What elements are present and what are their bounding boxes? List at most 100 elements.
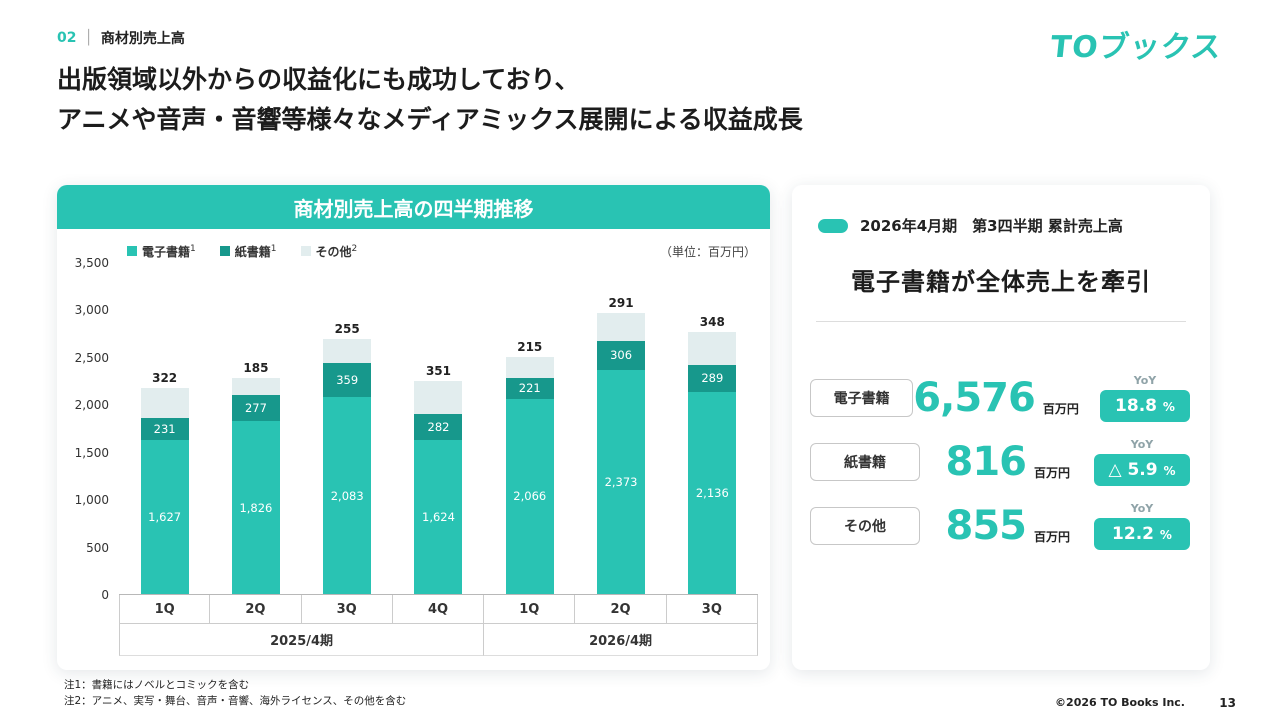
chart-title: 商材別売上高の四半期推移: [57, 185, 770, 229]
paper-yoy-badge: △ 5.9 %: [1094, 454, 1190, 486]
quarter-label-2: 2Q: [210, 595, 302, 624]
y-axis: 3,500 3,000 2,500 2,000 1,500 1,000 500 0: [67, 256, 119, 602]
paper-yoy: YoY △ 5.9 %: [1094, 438, 1190, 486]
unit-label: （単位：百万円）: [659, 244, 756, 259]
summary-row-paper: 紙書籍 816 百万円 YoY △ 5.9 %: [810, 438, 1190, 486]
y-tick-label: 0: [101, 588, 109, 602]
bar-segment-value-label: 277: [244, 401, 267, 416]
headline-line-1: 出版領域以外からの収益化にも成功しており、: [57, 65, 580, 94]
other-sales-value: 855: [945, 503, 1028, 549]
ebook-yoy: YoY 18.8 %: [1099, 374, 1190, 422]
chart-card: 商材別売上高の四半期推移 電子書籍1 紙書籍1 その他2 （単位：百万円） 3,50…: [57, 185, 770, 670]
other-yoy: YoY 12.2 %: [1094, 502, 1190, 550]
x-axis: 1Q 2Q 3Q 4Q 1Q 2Q 3Q 2025/4期 2026/4期: [67, 595, 758, 656]
bar-segment-paper: 359: [323, 363, 372, 398]
bar-segment-other: [597, 313, 646, 341]
y-tick-label: 3,500: [74, 256, 109, 270]
ebook-sales-unit: 百万円: [1042, 402, 1079, 416]
ebook-yoy-label: YoY: [1133, 374, 1157, 387]
fiscal-year-label-1: 2025/4期: [119, 624, 485, 656]
quarter-label-3: 3Q: [301, 595, 393, 624]
legend-swatch-icon: [219, 246, 230, 256]
bar-segment-other: [140, 387, 189, 419]
bar-segment-value-label: 289: [701, 371, 724, 386]
bar-segment-paper: 289: [688, 364, 737, 392]
fiscal-year-label-2: 2026/4期: [484, 624, 758, 656]
bar-other-value-label: 255: [334, 321, 360, 336]
y-tick-label: 2,000: [74, 398, 109, 413]
bar-column-4: 351 282 1,624: [393, 263, 484, 594]
x-axis-rows: 1Q 2Q 3Q 4Q 1Q 2Q 3Q 2025/4期 2026/4期: [119, 595, 758, 656]
bar-segment-ebook: 2,066: [505, 398, 554, 594]
legend-swatch-icon: [127, 246, 137, 256]
section-title: 商材別売上高: [100, 31, 185, 47]
bar-segment-ebook: 2,373: [597, 369, 646, 594]
bar-segment-other: [688, 331, 737, 365]
bar-segment-value-label: 306: [610, 348, 633, 363]
bar-segment-value-label: 282: [427, 420, 450, 435]
bar-segment-ebook: 1,826: [231, 421, 280, 594]
bar-segment-value-label: 2,136: [695, 486, 729, 500]
chart-area: 3,500 3,000 2,500 2,000 1,500 1,000 500 0 322 23…: [67, 256, 758, 602]
y-tick-label: 3,000: [74, 303, 109, 318]
other-yoy-value: 12.2: [1112, 524, 1154, 544]
quarter-label-5: 1Q: [484, 595, 576, 624]
footnote-2: 注2：アニメ、実写・舞台、音声・音響、海外ライセンス、その他を含む: [64, 694, 407, 707]
summary-row-other: その他 855 百万円 YoY 12.2 %: [810, 502, 1190, 550]
bar-column-3: 255 359 2,083: [302, 263, 393, 594]
category-label-other: その他: [810, 507, 920, 545]
bar-segment-value-label: 1,826: [239, 500, 273, 515]
chart-legend: 電子書籍1 紙書籍1 その他2 （単位：百万円）: [127, 241, 756, 261]
paper-yoy-value: △ 5.9: [1108, 460, 1158, 480]
bar-other-value-label: 185: [243, 360, 269, 375]
bar-other-value-label: 351: [425, 363, 452, 378]
category-label-ebook: 電子書籍: [810, 379, 914, 417]
y-tick-label: 500: [86, 540, 109, 555]
ebook-yoy-value: 18.8: [1115, 396, 1157, 416]
bar-column-7: 348 289 2,136: [667, 263, 758, 594]
headline-line-2: アニメや音声・音響等様々なメディアミックス展開による収益成長: [57, 105, 803, 134]
ebook-sales-value: 6,576: [913, 375, 1036, 421]
bar-other-value-label: 215: [517, 340, 543, 355]
bar-other-value-label: 348: [699, 314, 725, 329]
bar-segment-paper: 306: [597, 340, 646, 370]
legend-item-2: 紙書籍1: [219, 243, 277, 260]
bar-other-value-label: 322: [152, 370, 178, 385]
y-tick-label: 1,000: [74, 493, 109, 508]
bar-segment-value-label: 2,066: [513, 489, 547, 504]
bar-other-value-label: 291: [608, 296, 634, 311]
bar-segment-paper: 231: [140, 418, 189, 441]
plot-area: 322 231 1,627 185 277 1,826 255 359 2,083 351 282 1…: [119, 263, 758, 595]
summary-row-ebook: 電子書籍 6,576 百万円 YoY 18.8 %: [810, 374, 1190, 422]
summary-card: 2026年4月期 第3四半期 累計売上高 電子書籍が全体売上を牽引 電子書籍 6…: [792, 185, 1210, 670]
bar-segment-other: [505, 357, 554, 378]
bar-segment-value-label: 2,373: [604, 474, 638, 489]
bar-segment-ebook: 1,624: [414, 440, 463, 594]
company-logo: TOブックス: [1048, 30, 1224, 65]
paper-yoy-unit: %: [1163, 464, 1176, 478]
copyright: ©2026 TO Books Inc.: [1055, 696, 1185, 709]
legend-items: 電子書籍1 紙書籍1 その他2: [127, 243, 381, 260]
quarter-row: 1Q 2Q 3Q 4Q 1Q 2Q 3Q: [119, 595, 758, 624]
page-number: 13: [1219, 696, 1236, 710]
y-tick-label: 2,500: [74, 350, 109, 365]
fiscal-year-row: 2025/4期 2026/4期: [119, 624, 758, 656]
bar-segment-value-label: 1,627: [148, 510, 182, 525]
page-title: 出版領域以外からの収益化にも成功しており、 アニメや音声・音響等様々なメディアミ…: [57, 60, 803, 140]
footnotes: 注1：書籍にはノベルとコミックを含む 注2：アニメ、実写・舞台、音声・音響、海外…: [64, 678, 406, 710]
bar-segment-other: [323, 338, 372, 364]
bar-segment-ebook: 2,083: [323, 397, 372, 594]
bar-segment-paper: 282: [414, 413, 463, 441]
bar-segment-value-label: 359: [336, 373, 359, 388]
summary-divider: [816, 321, 1186, 322]
bar-segment-other: [414, 380, 463, 414]
section-number: 02: [57, 30, 77, 46]
bar-segment-value-label: 231: [153, 422, 176, 437]
bar-segment-other: [231, 377, 280, 396]
paper-sales-value: 816: [945, 439, 1028, 485]
x-axis-spacer: [67, 595, 119, 656]
quarter-label-4: 4Q: [392, 595, 485, 624]
legend-swatch-icon: [300, 246, 311, 256]
summary-badge-label: 2026年4月期 第3四半期 累計売上高: [860, 217, 1123, 235]
